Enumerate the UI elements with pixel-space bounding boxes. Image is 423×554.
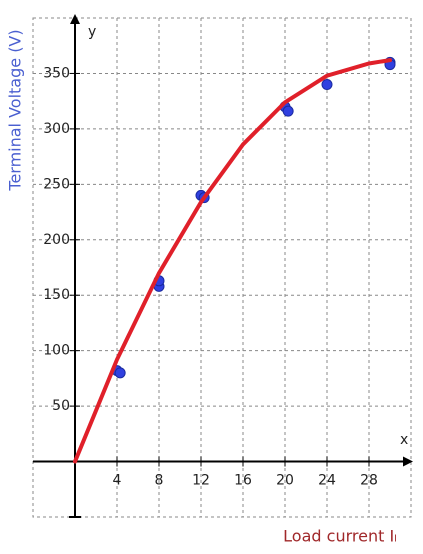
y-tick-label: 150: [43, 287, 70, 303]
y-axis-name: y: [88, 24, 96, 40]
x-tick-label: 20: [276, 473, 294, 489]
y-tick-label: 250: [43, 176, 70, 192]
data-point: [282, 105, 294, 117]
grid: [32, 17, 412, 518]
y-tick-label: 300: [43, 121, 70, 137]
x-tick-label: 24: [318, 473, 336, 489]
data-point: [114, 367, 126, 379]
x-tick-label: 4: [113, 473, 122, 489]
x-arrow: [403, 456, 413, 467]
x-tick-label: 12: [192, 473, 210, 489]
fit-curve: [73, 58, 392, 464]
data-point: [321, 79, 333, 91]
y-tick-label: 350: [43, 65, 70, 81]
y-tick-label: 50: [52, 398, 70, 414]
x-tick-label: 28: [360, 473, 378, 489]
y-tick-label: 100: [43, 343, 70, 359]
y-tick-label: 200: [43, 232, 70, 248]
x-tick-label: 8: [155, 473, 164, 489]
x-axis-label: Load current Iₗ: [283, 527, 397, 546]
x-axis-name: x: [400, 432, 408, 448]
x-tick-label: 16: [234, 473, 252, 489]
y-arrow: [70, 14, 80, 24]
y-axis-label: Terminal Voltage (V): [6, 29, 25, 191]
plot-frame: [32, 17, 412, 518]
